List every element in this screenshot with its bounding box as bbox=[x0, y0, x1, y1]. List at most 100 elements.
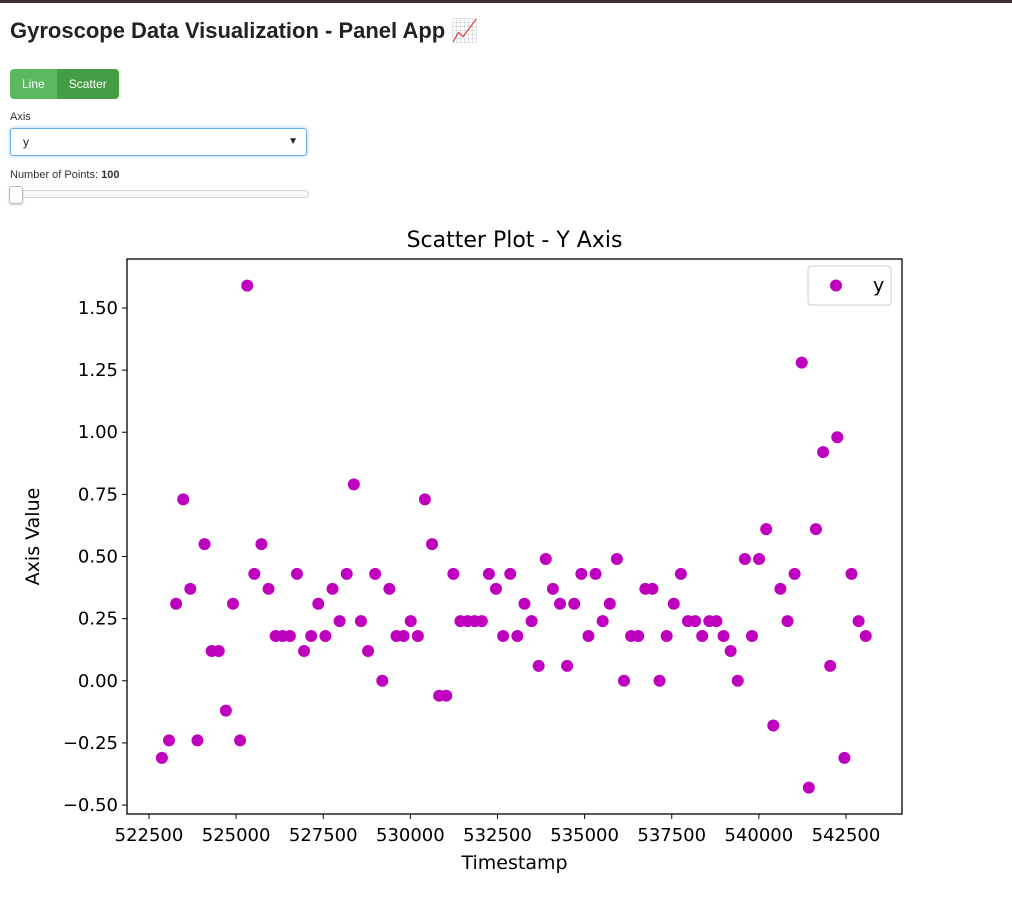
scatter-point bbox=[226, 597, 239, 610]
select-value: y bbox=[23, 135, 29, 149]
y-tick-label: 1.50 bbox=[78, 298, 118, 319]
scatter-point bbox=[177, 493, 190, 506]
scatter-point bbox=[831, 431, 844, 444]
y-tick-label: −0.25 bbox=[63, 733, 118, 754]
scatter-point bbox=[817, 446, 830, 459]
x-tick-label: 540000 bbox=[725, 825, 794, 846]
scatter-point bbox=[802, 781, 815, 794]
scatter-point bbox=[724, 644, 737, 657]
scatter-point bbox=[788, 567, 801, 580]
scatter-point bbox=[539, 552, 552, 565]
scatter-point bbox=[781, 615, 794, 628]
scatter-point bbox=[696, 630, 709, 643]
scatter-point bbox=[667, 597, 680, 610]
plot-type-toggle: Line Scatter bbox=[10, 69, 119, 99]
scatter-point bbox=[753, 552, 766, 565]
scatter-point bbox=[418, 493, 431, 506]
scatter-point bbox=[546, 582, 559, 595]
scatter-point bbox=[745, 630, 758, 643]
scatter-point bbox=[248, 567, 261, 580]
scatter-point bbox=[568, 597, 581, 610]
scatter-point bbox=[603, 597, 616, 610]
scatter-point bbox=[319, 630, 332, 643]
scatter-point bbox=[184, 582, 197, 595]
scatter-point bbox=[532, 659, 545, 672]
x-tick-label: 537500 bbox=[637, 825, 706, 846]
y-tick-label: 0.50 bbox=[78, 547, 118, 568]
scatter-point bbox=[596, 615, 609, 628]
scatter-point bbox=[674, 567, 687, 580]
y-axis-label: Axis Value bbox=[22, 488, 44, 586]
scatter-point bbox=[290, 567, 303, 580]
scatter-point bbox=[219, 704, 232, 717]
points-slider[interactable] bbox=[9, 186, 309, 204]
slider-thumb[interactable] bbox=[9, 186, 23, 204]
scatter-point bbox=[710, 615, 723, 628]
scatter-point bbox=[376, 674, 389, 687]
scatter-button[interactable]: Scatter bbox=[56, 69, 119, 99]
page-title: Gyroscope Data Visualization - Panel App… bbox=[10, 18, 479, 43]
scatter-point bbox=[234, 734, 247, 747]
scatter-point bbox=[809, 523, 822, 536]
scatter-point bbox=[475, 615, 488, 628]
scatter-point bbox=[354, 615, 367, 628]
scatter-point bbox=[610, 552, 623, 565]
scatter-point bbox=[511, 630, 524, 643]
scatter-point bbox=[632, 630, 645, 643]
scatter-point bbox=[426, 538, 439, 551]
scatter-point bbox=[162, 734, 175, 747]
scatter-point bbox=[212, 644, 225, 657]
scatter-point bbox=[646, 582, 659, 595]
scatter-point bbox=[845, 567, 858, 580]
scatter-point bbox=[298, 644, 311, 657]
scatter-point bbox=[347, 478, 360, 491]
scatter-point bbox=[774, 582, 787, 595]
axis-select[interactable]: y ▼ bbox=[10, 128, 307, 156]
scatter-point bbox=[198, 538, 211, 551]
scatter-point bbox=[170, 597, 183, 610]
scatter-point bbox=[653, 674, 666, 687]
scatter-point bbox=[326, 582, 339, 595]
scatter-point bbox=[582, 630, 595, 643]
scatter-point bbox=[767, 719, 780, 732]
scatter-point bbox=[262, 582, 275, 595]
scatter-point bbox=[575, 567, 588, 580]
scatter-point bbox=[305, 630, 318, 643]
chart-title: Scatter Plot - Y Axis bbox=[407, 228, 623, 253]
slider-label: Number of Points: 100 bbox=[10, 169, 119, 181]
scatter-point bbox=[482, 567, 495, 580]
y-tick-label: 1.00 bbox=[78, 422, 118, 443]
scatter-point bbox=[824, 659, 837, 672]
scatter-point bbox=[504, 567, 517, 580]
scatter-point bbox=[717, 630, 730, 643]
scatter-point bbox=[312, 597, 325, 610]
scatter-point bbox=[362, 644, 375, 657]
x-tick-label: 535000 bbox=[550, 825, 619, 846]
x-tick-label: 530000 bbox=[376, 825, 445, 846]
scatter-point bbox=[518, 597, 531, 610]
y-tick-label: −0.50 bbox=[63, 795, 118, 816]
x-tick-label: 542500 bbox=[812, 825, 881, 846]
y-tick-label: 1.25 bbox=[78, 360, 118, 381]
scatter-point bbox=[589, 567, 602, 580]
line-button[interactable]: Line bbox=[10, 69, 57, 99]
scatter-point bbox=[191, 734, 204, 747]
scatter-point bbox=[333, 615, 346, 628]
slider-value: 100 bbox=[101, 169, 120, 181]
y-tick-label: 0.25 bbox=[78, 609, 118, 630]
scatter-point bbox=[490, 582, 503, 595]
scatter-point bbox=[731, 674, 744, 687]
scatter-point bbox=[283, 630, 296, 643]
legend-box bbox=[807, 265, 892, 306]
select-arrow: ▼ bbox=[288, 136, 298, 147]
scatter-point bbox=[447, 567, 460, 580]
x-axis-label: Timestamp bbox=[460, 852, 567, 874]
scatter-point bbox=[155, 751, 168, 764]
scatter-point bbox=[660, 630, 673, 643]
scatter-point bbox=[255, 538, 268, 551]
scatter-point bbox=[852, 615, 865, 628]
chart: Scatter Plot - Y Axis Timestamp Axis Value… bbox=[22, 228, 903, 874]
scatter-point bbox=[241, 279, 254, 292]
scatter-point bbox=[440, 689, 453, 702]
scatter-point bbox=[689, 615, 702, 628]
